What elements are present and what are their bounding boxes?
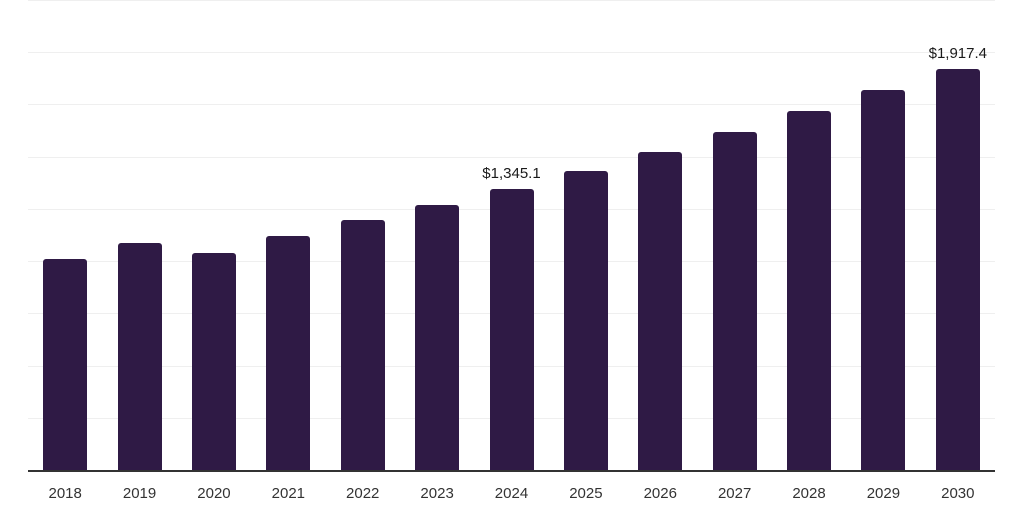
x-tick-label-2030: 2030 bbox=[941, 485, 975, 502]
gridline bbox=[28, 0, 995, 1]
bar-2019 bbox=[117, 242, 162, 470]
x-tick-label-2018: 2018 bbox=[48, 485, 82, 502]
bar-2028 bbox=[787, 110, 832, 470]
data-label-2024: $1,345.1 bbox=[482, 165, 541, 183]
x-tick-label-2024: 2024 bbox=[494, 485, 529, 502]
data-label-2030: $1,917.4 bbox=[928, 45, 987, 63]
x-tick-label-2026: 2026 bbox=[643, 485, 677, 502]
bar-2027 bbox=[712, 131, 757, 470]
bar-2029 bbox=[861, 89, 906, 470]
gridline bbox=[28, 156, 995, 158]
x-tick-label-2025: 2025 bbox=[569, 485, 603, 502]
bar-2026 bbox=[638, 151, 683, 470]
x-tick-label-2022: 2022 bbox=[346, 485, 380, 502]
x-tick-label-2029: 2029 bbox=[866, 485, 901, 502]
gridline bbox=[28, 104, 995, 106]
bar-2020 bbox=[191, 253, 236, 470]
bar-2030 bbox=[935, 69, 980, 470]
bar-2018 bbox=[43, 259, 88, 470]
x-tick-label-2027: 2027 bbox=[717, 485, 752, 502]
bar-2021 bbox=[266, 236, 311, 470]
x-tick-label-2023: 2023 bbox=[420, 485, 454, 502]
bar-2022 bbox=[340, 220, 385, 470]
x-tick-label-2021: 2021 bbox=[271, 485, 306, 502]
bar-2025 bbox=[563, 171, 608, 470]
x-tick-label-2028: 2028 bbox=[792, 485, 826, 502]
bar-2024 bbox=[489, 189, 534, 470]
x-tick-label-2020: 2020 bbox=[197, 485, 231, 502]
gridline bbox=[28, 52, 995, 54]
bar-2023 bbox=[415, 205, 460, 470]
plot-area: $1,345.1 $1,917.4 bbox=[28, 0, 995, 472]
x-tick-label-2019: 2019 bbox=[122, 485, 157, 502]
